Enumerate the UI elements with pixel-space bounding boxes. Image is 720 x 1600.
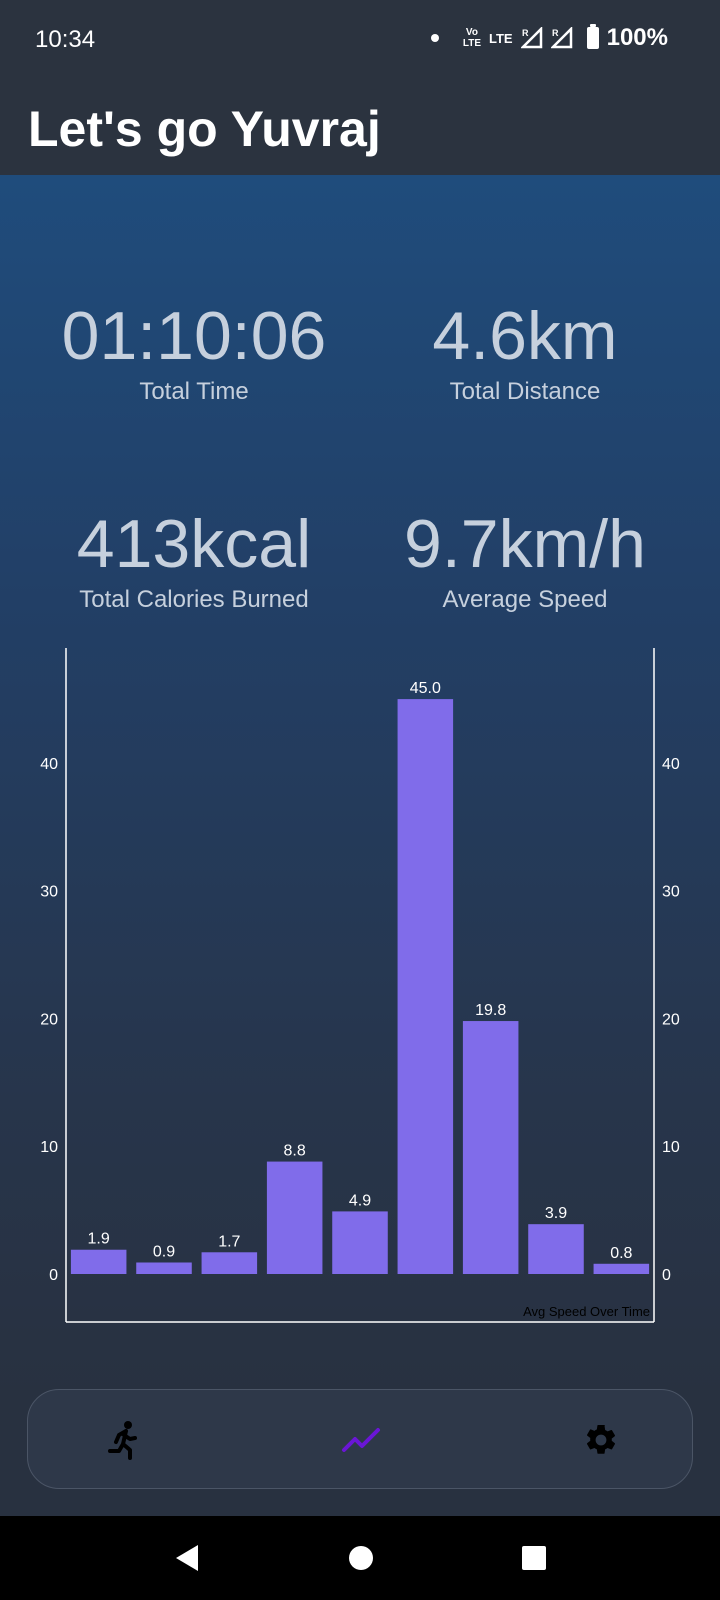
stat-value: 01:10:06 (61, 298, 327, 374)
y-tick-label-left: 40 (40, 756, 58, 773)
stat-label: Total Distance (449, 378, 601, 405)
y-tick-label-left: 20 (40, 1011, 58, 1028)
chart-bar (462, 1021, 519, 1274)
battery-icon (586, 24, 599, 49)
stat-label: Total Calories Burned (79, 586, 309, 613)
chart-bar (528, 1224, 584, 1274)
stat-value: 413kcal (76, 506, 312, 582)
chart-bar (397, 699, 454, 1274)
bar-value-label: 1.7 (218, 1233, 240, 1250)
chart-bar (201, 1252, 258, 1274)
chart-bar (266, 1161, 323, 1274)
y-tick-label-right: 40 (662, 756, 680, 773)
y-tick-label-right: 0 (662, 1267, 671, 1284)
lte-label: LTE (489, 30, 513, 46)
back-icon[interactable] (172, 1542, 204, 1574)
chart-bar (70, 1249, 127, 1274)
app-header: Let's go Yuvraj (0, 80, 720, 175)
bar-value-label: 0.8 (610, 1245, 632, 1262)
signal-icon-2: R (549, 25, 573, 49)
status-icons: Vo LTE LTE R R 100% (430, 24, 668, 52)
stat-total-distance: 4.6km Total Distance (360, 300, 690, 406)
page-title: Let's go Yuvraj (28, 101, 381, 157)
nav-settings-button[interactable] (576, 1415, 626, 1465)
chart-bar (136, 1262, 192, 1274)
notification-dot-icon (430, 34, 439, 42)
speed-bar-chart: 0 0 10 10 20 20 30 30 40 40 1.9 0.9 1.7 8.8 4.9 45.0 19.… (40, 648, 680, 1323)
bar-value-label: 45.0 (410, 680, 441, 697)
y-tick-label-right: 10 (662, 1139, 680, 1156)
bottom-nav (27, 1389, 693, 1489)
chart-bar (332, 1211, 388, 1274)
stat-average-speed: 9.7km/h Average Speed (360, 508, 690, 614)
stat-label: Total Time (139, 378, 249, 405)
gear-icon (586, 1424, 616, 1454)
status-time: 10:34 (35, 26, 96, 53)
chart-description: Avg Speed Over Time (523, 1304, 650, 1319)
y-tick-label-left: 0 (49, 1267, 58, 1284)
y-tick-label-right: 20 (662, 1011, 680, 1028)
y-tick-label-right: 30 (662, 884, 680, 901)
signal-icon-1: R (519, 25, 543, 49)
stat-total-time: 01:10:06 Total Time (29, 300, 359, 406)
bar-value-label: 0.9 (153, 1244, 175, 1261)
chart-bar (593, 1263, 650, 1274)
stat-value: 9.7km/h (404, 506, 646, 582)
bar-value-label: 8.8 (284, 1143, 306, 1160)
stat-label: Average Speed (442, 586, 608, 613)
home-icon[interactable] (345, 1542, 377, 1574)
run-icon (108, 1421, 137, 1460)
nav-run-button[interactable] (98, 1415, 148, 1465)
nav-stats-button[interactable] (336, 1415, 386, 1465)
bar-value-label: 4.9 (349, 1192, 371, 1209)
stat-total-calories: 413kcal Total Calories Burned (29, 508, 359, 614)
bar-value-label: 3.9 (545, 1205, 567, 1222)
y-tick-label-left: 30 (40, 884, 58, 901)
volte-icon: Vo LTE (462, 27, 482, 49)
battery-percent: 100% (606, 24, 668, 51)
recent-apps-icon[interactable] (518, 1542, 550, 1574)
svg-text:R: R (552, 28, 559, 38)
svg-text:R: R (522, 28, 529, 38)
y-tick-label-left: 10 (40, 1139, 58, 1156)
stat-value: 4.6km (432, 298, 618, 374)
bar-value-label: 1.9 (88, 1231, 110, 1248)
bar-value-label: 19.8 (475, 1002, 506, 1019)
system-nav-bar (0, 1516, 720, 1600)
trend-icon (342, 1428, 380, 1452)
status-bar: 10:34 Vo LTE LTE R R 100% (0, 0, 720, 80)
